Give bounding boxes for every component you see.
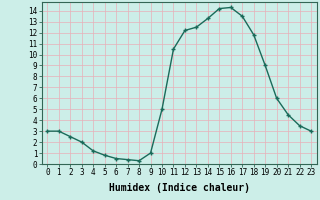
X-axis label: Humidex (Indice chaleur): Humidex (Indice chaleur) xyxy=(109,183,250,193)
